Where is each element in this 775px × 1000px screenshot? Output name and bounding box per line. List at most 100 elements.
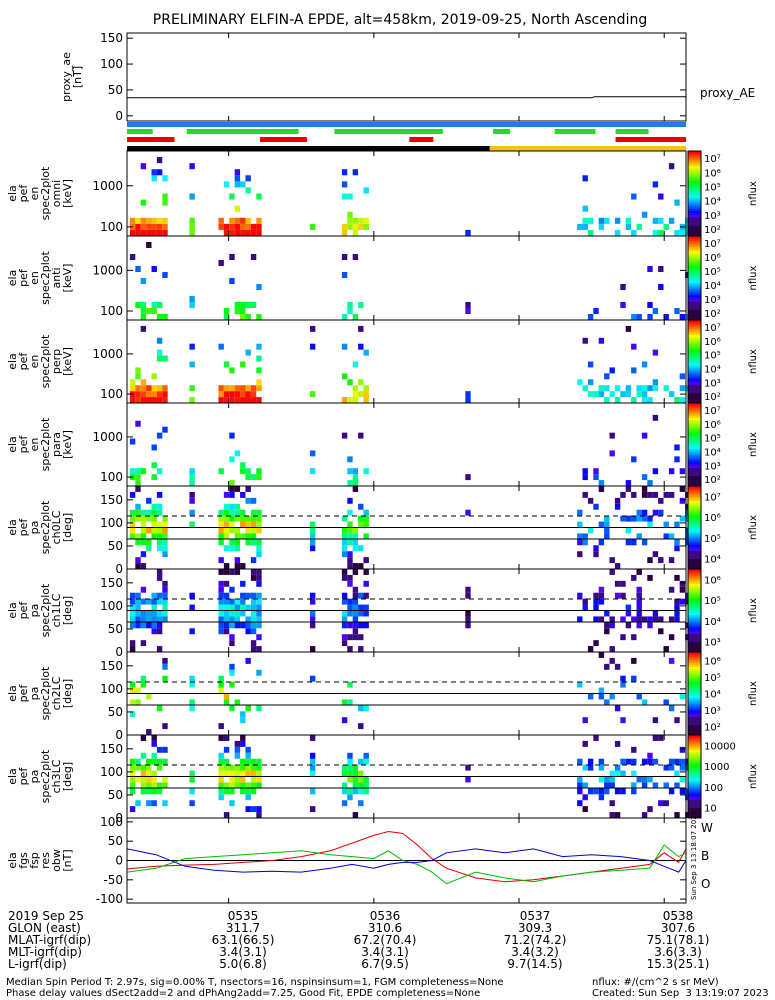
heatmap-cell <box>162 746 168 753</box>
heatmap-cell <box>129 616 136 623</box>
heatmap-cell <box>658 628 664 635</box>
heatmap-cell <box>162 598 168 605</box>
heatmap-cell <box>625 223 632 230</box>
heatmap-cell <box>245 758 251 765</box>
eph-value: 310.6 <box>367 921 403 935</box>
colorbar-segment <box>688 649 701 653</box>
eph-value: 15.3(25.1) <box>646 957 710 971</box>
heatmap-cell <box>223 758 230 765</box>
heatmap-cell <box>352 486 359 492</box>
heatmap-cell <box>636 509 642 516</box>
heatmap-cell <box>620 592 626 599</box>
colorbar-segment <box>688 187 701 190</box>
heatmap-cell <box>679 776 686 783</box>
heatmap-cell <box>593 604 599 611</box>
heatmap-cell <box>240 308 246 314</box>
colorbar-segment <box>688 558 701 562</box>
heatmap-cell <box>598 788 605 795</box>
heatmap-cell <box>577 776 583 783</box>
heatmap-cell <box>234 604 241 611</box>
heatmap-cell <box>245 314 251 320</box>
heatmap-cell <box>636 314 642 320</box>
panel-pa_ch1: 10³10⁴10⁵10⁶nflux050100150elapefpaspec2p… <box>6 568 759 659</box>
y-axis-label: spec2plot <box>39 251 52 305</box>
heatmap-cell <box>347 456 353 463</box>
heatmap-cell <box>151 302 157 308</box>
heatmap-cell <box>641 509 648 516</box>
series-line <box>126 844 687 885</box>
y-axis-label: ela <box>6 602 19 619</box>
heatmap-cell <box>309 806 316 813</box>
heatmap-cell <box>229 640 235 647</box>
colorbar-segment <box>688 153 701 156</box>
heatmap-cell <box>156 391 163 398</box>
heatmap-cell <box>250 391 257 398</box>
colorbar-segment <box>688 483 701 487</box>
heatmap-cell <box>218 675 224 682</box>
heatmap-cell <box>140 308 147 314</box>
heatmap-cell <box>647 557 653 564</box>
heatmap-cell <box>347 752 353 759</box>
heatmap-cell <box>620 770 626 777</box>
heatmap-cell <box>256 539 262 546</box>
colorbar-segment <box>688 442 701 445</box>
colorbar-segment <box>688 780 701 784</box>
colorbar-segment <box>688 612 701 616</box>
heatmap-cell <box>256 515 262 522</box>
heatmap-cell <box>245 223 251 230</box>
heatmap-cell <box>140 223 147 230</box>
heatmap-cell <box>140 391 147 398</box>
heatmap-cell <box>256 669 262 676</box>
colorbar-tick-label: 1000 <box>704 762 729 773</box>
heatmap-cell <box>245 302 251 308</box>
heatmap-cell <box>229 634 235 641</box>
colorbar-segment <box>688 529 701 533</box>
heatmap-cell <box>358 302 364 308</box>
heatmap-cell <box>679 693 686 700</box>
colorbar-segment <box>688 229 701 233</box>
heatmap-cell <box>162 782 168 789</box>
series-line <box>126 848 687 873</box>
colorbar-tick-label: 100 <box>704 783 723 794</box>
heatmap-cell <box>245 622 251 629</box>
colorbar-segment <box>688 629 701 632</box>
heatmap-cell <box>156 302 163 308</box>
y-tick-label: 100 <box>100 682 123 696</box>
heatmap-cell <box>631 574 637 581</box>
heatmap-cell <box>352 361 359 368</box>
colorbar-segment <box>688 598 701 601</box>
colorbar-segment <box>688 467 701 470</box>
heatmap-cell <box>135 616 141 623</box>
y-tick-label: 0 <box>115 109 123 123</box>
heatmap-cell <box>146 229 152 236</box>
y-axis-label: [keV] <box>61 179 74 208</box>
heatmap-cell <box>347 468 353 475</box>
heatmap-cell <box>229 800 235 807</box>
colorbar-tick-label: 10⁴ <box>704 555 721 566</box>
heatmap-cell <box>609 450 615 457</box>
colorbar-segment <box>688 652 701 655</box>
chart-title: PRELIMINARY ELFIN-A EPDE, alt=458km, 201… <box>153 12 647 28</box>
colorbar-segment <box>688 757 701 761</box>
series-label: B <box>701 849 709 863</box>
colorbar-segment <box>688 299 701 302</box>
colorbar-tick-label: 10⁴ <box>704 690 721 701</box>
colorbar-segment <box>688 811 701 815</box>
heatmap-cell <box>240 509 246 516</box>
heatmap-cell <box>135 503 141 510</box>
heatmap-cell <box>140 586 147 593</box>
heatmap-cell <box>162 175 168 182</box>
heatmap-cell <box>625 758 632 765</box>
heatmap-cell <box>604 622 610 629</box>
colorbar-segment <box>688 284 701 287</box>
heatmap-cell <box>135 699 141 706</box>
colorbar-segment <box>688 625 701 628</box>
heatmap-cell <box>363 217 369 224</box>
heatmap-cell <box>625 480 632 486</box>
colorbar-segment <box>688 691 701 694</box>
colorbar-segment <box>688 809 701 813</box>
colorbar-segment <box>688 292 701 296</box>
colorbar-segment <box>688 322 701 325</box>
heatmap-cell <box>223 610 230 617</box>
y-tick-label: 50 <box>108 834 123 848</box>
